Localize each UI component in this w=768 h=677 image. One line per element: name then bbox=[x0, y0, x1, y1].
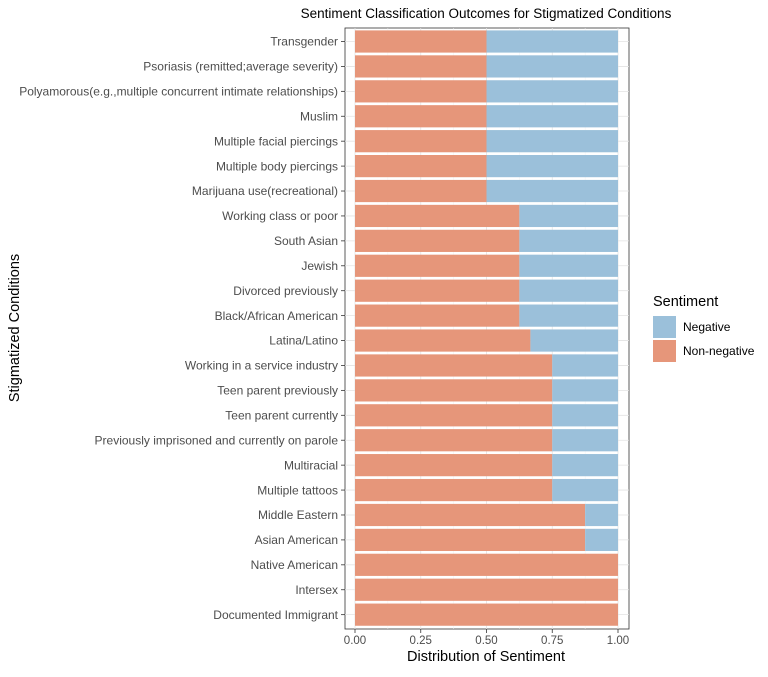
bar-negative bbox=[552, 379, 618, 402]
bar-non-negative bbox=[355, 229, 520, 252]
y-tick-label: Previously imprisoned and currently on p… bbox=[95, 433, 339, 447]
bar-non-negative bbox=[355, 478, 553, 502]
bar-negative bbox=[486, 179, 618, 203]
legend-key-negative bbox=[653, 316, 676, 338]
bar-non-negative bbox=[355, 80, 487, 103]
x-tick-label: 1.00 bbox=[607, 635, 629, 647]
bar-non-negative bbox=[355, 379, 553, 402]
y-tick-label: Divorced previously bbox=[233, 284, 338, 298]
legend-key-non-negative bbox=[653, 340, 676, 362]
bar-negative bbox=[519, 279, 618, 302]
y-tick-label: Latina/Latino bbox=[269, 334, 338, 348]
y-tick-label: Multiple body piercings bbox=[216, 159, 338, 173]
bar-negative bbox=[519, 254, 618, 277]
bar-negative bbox=[552, 454, 618, 477]
y-tick-label: Jewish bbox=[301, 259, 338, 273]
bar-non-negative bbox=[355, 454, 553, 477]
bar-non-negative bbox=[355, 503, 586, 527]
bar-non-negative bbox=[355, 30, 487, 53]
bar-non-negative bbox=[355, 179, 487, 203]
y-tick-label: Teen parent previously bbox=[217, 384, 338, 398]
y-tick-label: Muslim bbox=[300, 109, 338, 123]
y-tick-label: Working class or poor bbox=[222, 209, 338, 223]
bar-non-negative bbox=[355, 578, 618, 601]
bar-negative bbox=[486, 30, 618, 53]
bar-negative bbox=[552, 404, 618, 427]
y-tick-label: Multiple facial piercings bbox=[214, 134, 338, 148]
bar-non-negative bbox=[355, 553, 618, 576]
legend-title: Sentiment bbox=[653, 294, 718, 310]
x-axis-title: Distribution of Sentiment bbox=[407, 649, 565, 665]
y-tick-label: Middle Eastern bbox=[258, 508, 338, 522]
y-tick-label: Native American bbox=[251, 558, 338, 572]
y-tick-label: Marijuana use(recreational) bbox=[192, 184, 338, 198]
bar-negative bbox=[519, 304, 618, 327]
y-axis-title: Stigmatized Conditions bbox=[7, 254, 23, 402]
y-tick-label: Asian American bbox=[255, 533, 338, 547]
x-axis-ticks: 0.00 0.25 0.50 0.75 1.00 bbox=[344, 629, 629, 647]
x-tick-label: 0.00 bbox=[344, 635, 366, 647]
bar-non-negative bbox=[355, 155, 487, 178]
bar-non-negative bbox=[355, 55, 487, 78]
bar-negative bbox=[486, 80, 618, 103]
chart-title: Sentiment Classification Outcomes for St… bbox=[301, 6, 672, 21]
bar-negative bbox=[552, 429, 618, 452]
x-tick-label: 0.25 bbox=[410, 635, 432, 647]
y-tick-label: Multiracial bbox=[284, 458, 338, 472]
y-tick-label: Black/African American bbox=[215, 309, 338, 323]
y-tick-label: Polyamorous(e.g.,multiple concurrent int… bbox=[19, 85, 338, 99]
bar-non-negative bbox=[355, 279, 520, 302]
bar-negative bbox=[530, 329, 618, 352]
bar-non-negative bbox=[355, 429, 553, 452]
bar-negative bbox=[552, 354, 618, 377]
bar-non-negative bbox=[355, 304, 520, 327]
y-tick-label: South Asian bbox=[274, 234, 338, 248]
legend: Sentiment Negative Non-negative bbox=[653, 294, 755, 362]
legend-label-non-negative: Non-negative bbox=[683, 344, 755, 358]
y-tick-label: Multiple tattoos bbox=[257, 483, 338, 497]
bar-negative bbox=[486, 105, 618, 128]
y-tick-label: Documented Immigrant bbox=[213, 608, 338, 622]
x-tick-label: 0.75 bbox=[541, 635, 563, 647]
bar-negative bbox=[585, 503, 618, 527]
bar-non-negative bbox=[355, 254, 520, 277]
bar-negative bbox=[486, 155, 618, 178]
y-tick-label: Working in a service industry bbox=[185, 359, 338, 373]
y-tick-label: Teen parent currently bbox=[225, 409, 338, 423]
bar-negative bbox=[552, 478, 618, 502]
bar-negative bbox=[486, 130, 618, 153]
bar-negative bbox=[486, 55, 618, 78]
bar-negative bbox=[585, 528, 618, 551]
bar-non-negative bbox=[355, 528, 586, 551]
x-tick-label: 0.50 bbox=[475, 635, 497, 647]
bar-negative bbox=[519, 229, 618, 252]
y-axis-ticks: Transgender Psoriasis (remitted;average s… bbox=[19, 35, 345, 622]
y-tick-label: Transgender bbox=[270, 35, 338, 49]
legend-label-negative: Negative bbox=[683, 320, 731, 334]
bar-non-negative bbox=[355, 404, 553, 427]
bar-non-negative bbox=[355, 204, 520, 228]
bar-negative bbox=[519, 204, 618, 228]
bar-non-negative bbox=[355, 130, 487, 153]
bars bbox=[355, 30, 618, 626]
y-tick-label: Psoriasis (remitted;average severity) bbox=[143, 60, 338, 74]
bar-non-negative bbox=[355, 354, 553, 377]
bar-non-negative bbox=[355, 603, 618, 626]
bar-non-negative bbox=[355, 105, 487, 128]
bar-non-negative bbox=[355, 329, 531, 352]
y-tick-label: Intersex bbox=[295, 583, 338, 597]
